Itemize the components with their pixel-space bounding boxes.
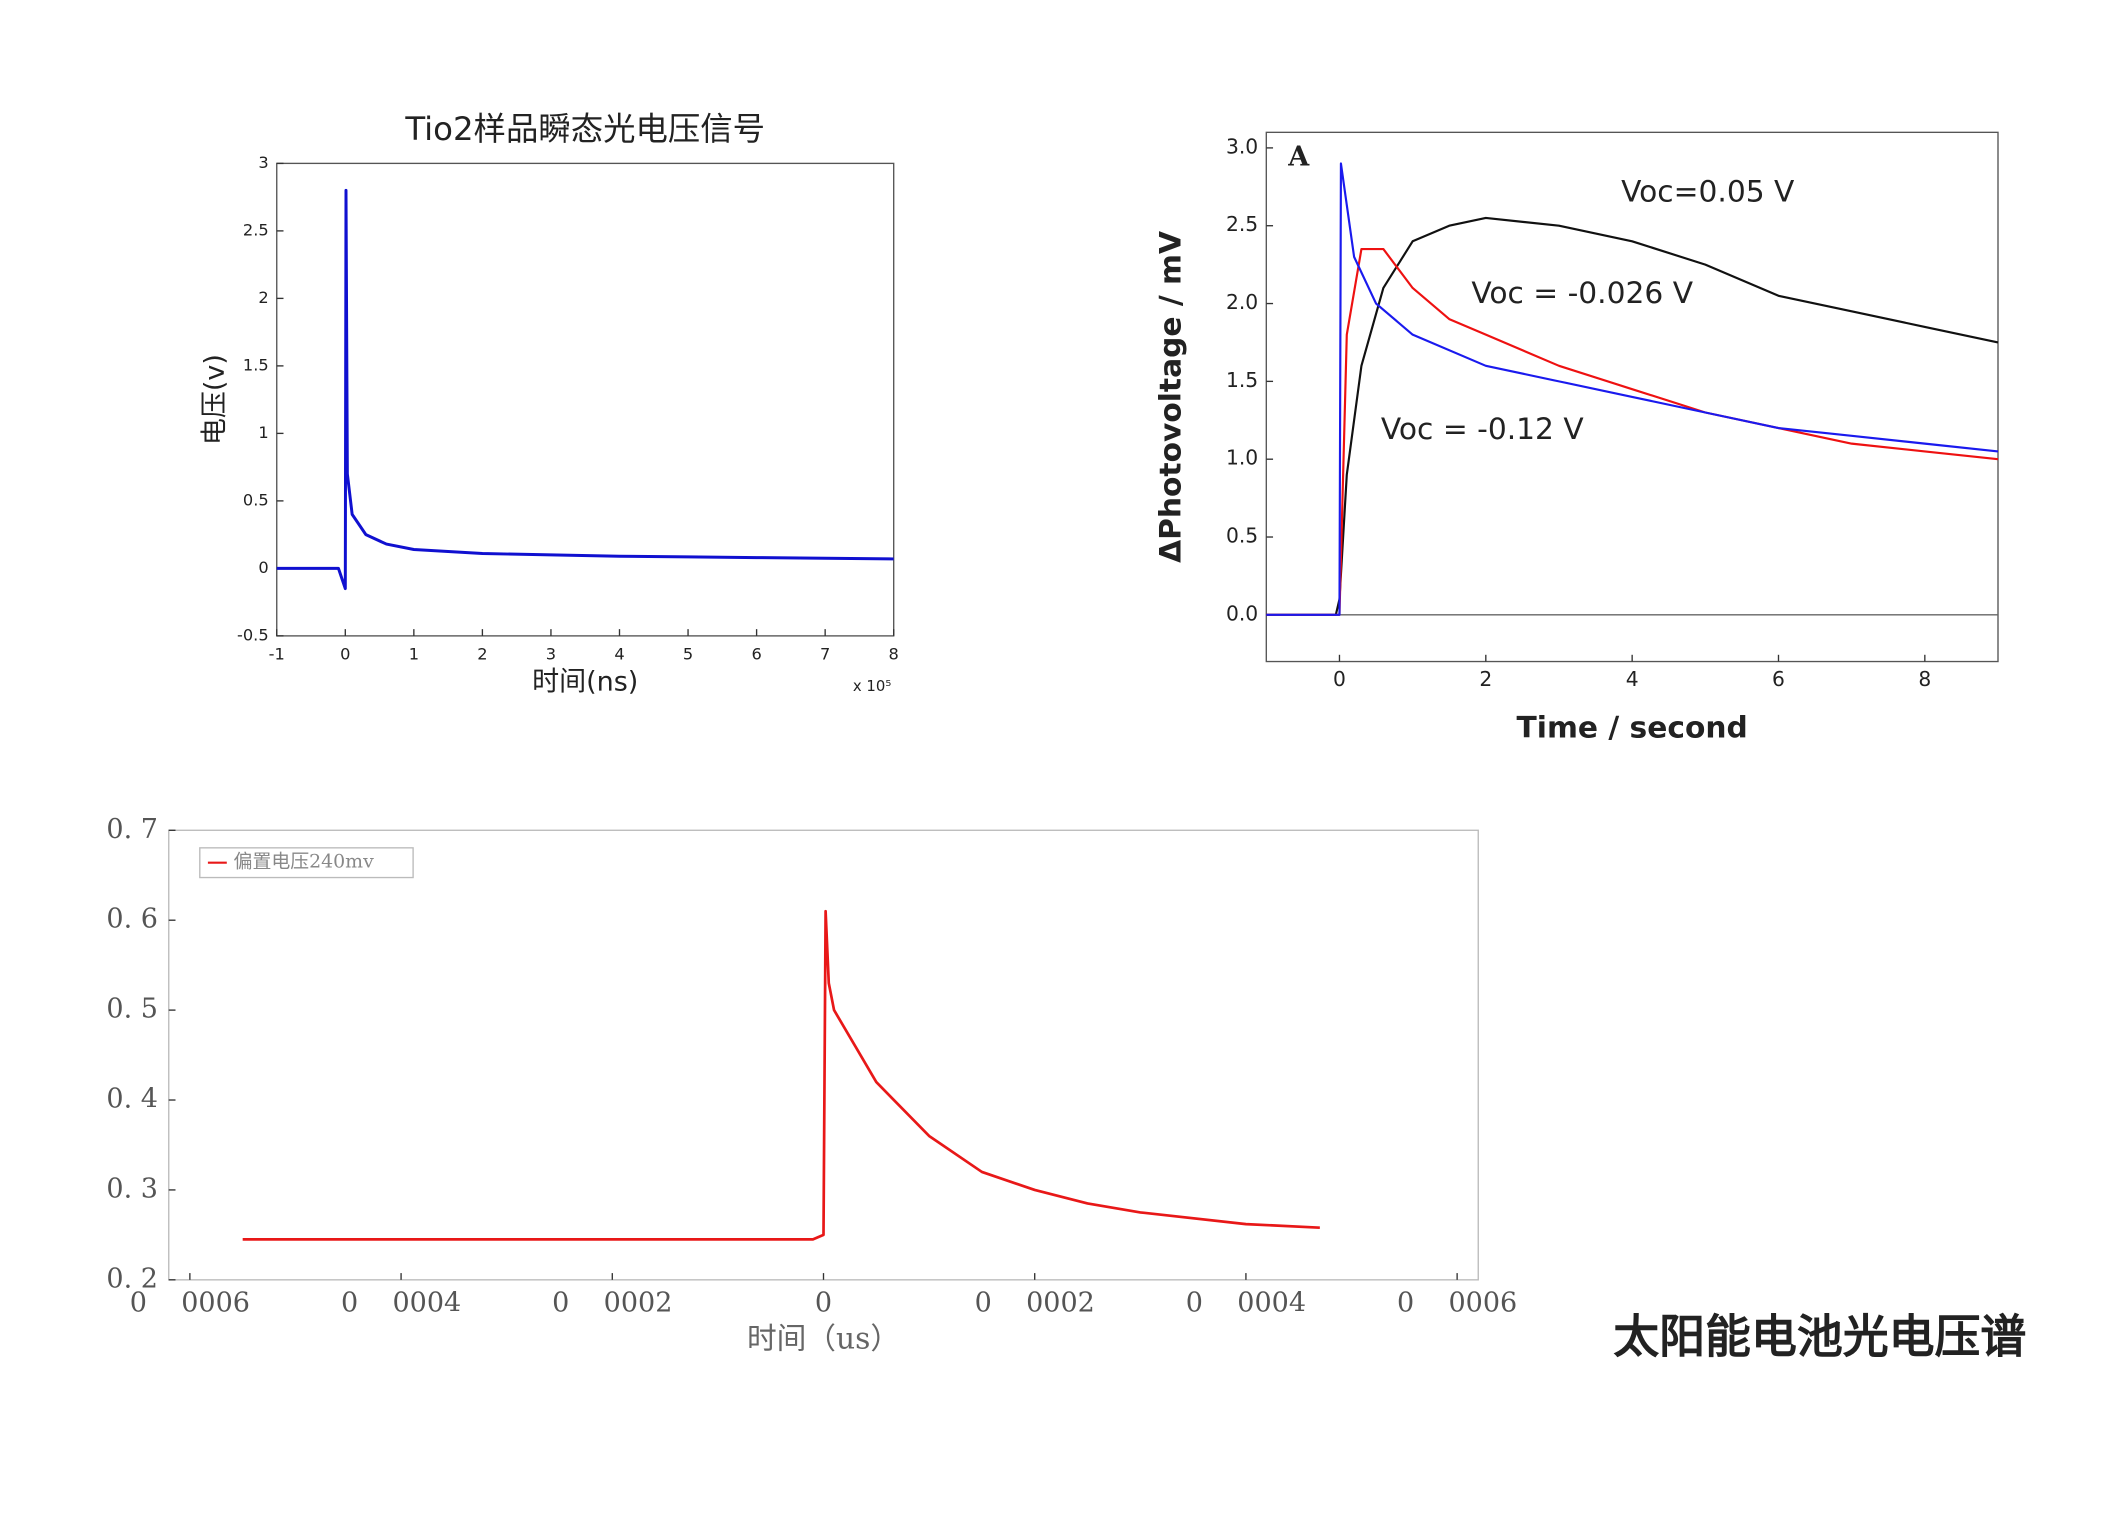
y-tick-label: 0. 7 bbox=[106, 814, 158, 845]
y-tick-label: 1.0 bbox=[1226, 446, 1258, 470]
x-axis-label: Time / second bbox=[1517, 711, 1748, 746]
y-tick-label: 2.0 bbox=[1226, 290, 1258, 314]
x-tick-label: 3 bbox=[546, 644, 556, 663]
x-multiplier: x 10⁵ bbox=[853, 677, 891, 695]
x-tick-label: 0 0004 bbox=[341, 1288, 461, 1319]
panel-label: A bbox=[1287, 141, 1310, 172]
legend-label: 偏置电压240mv bbox=[234, 851, 375, 873]
y-tick-label: 0. 5 bbox=[106, 994, 158, 1025]
series-annotation: Voc=0.05 V bbox=[1621, 175, 1795, 210]
data-line bbox=[276, 188, 894, 591]
y-tick-label: 0.0 bbox=[1226, 601, 1258, 625]
y-tick-label: 0. 6 bbox=[106, 904, 158, 935]
data-line bbox=[1266, 247, 1999, 616]
y-tick-label: 0. 2 bbox=[106, 1263, 158, 1294]
y-tick-label: 0. 3 bbox=[106, 1173, 158, 1204]
y-tick-label: 3.0 bbox=[1226, 134, 1258, 158]
y-tick-label: 0 bbox=[258, 558, 268, 577]
x-tick-label: 4 bbox=[614, 644, 624, 663]
x-tick-label: 8 bbox=[1918, 667, 1931, 691]
y-tick-label: 1 bbox=[258, 423, 268, 442]
x-tick-label: 2 bbox=[477, 644, 487, 663]
x-tick-label: 6 bbox=[1772, 667, 1785, 691]
x-axis-label: 时间(ns) bbox=[532, 667, 638, 698]
x-tick-label: 0 0004 bbox=[1186, 1288, 1306, 1319]
x-axis-label: 时间（us） bbox=[747, 1322, 900, 1357]
y-tick-label: 2.5 bbox=[243, 220, 269, 239]
x-tick-label: 0 bbox=[1333, 667, 1346, 691]
x-tick-label: -1 bbox=[269, 644, 285, 663]
y-tick-label: -0.5 bbox=[237, 625, 269, 644]
x-tick-label: 2 bbox=[1479, 667, 1492, 691]
legend-box bbox=[199, 847, 414, 879]
y-axis-label: 电压(v) bbox=[199, 354, 230, 445]
data-line bbox=[1266, 162, 1999, 616]
x-tick-label: 0 0002 bbox=[552, 1288, 672, 1319]
x-tick-label: 0 0002 bbox=[975, 1288, 1095, 1319]
series-annotation: Voc = -0.026 V bbox=[1471, 276, 1693, 311]
y-tick-label: 1.5 bbox=[1226, 368, 1258, 392]
data-line bbox=[1266, 216, 1999, 616]
x-tick-label: 0 bbox=[815, 1288, 832, 1319]
data-line bbox=[242, 909, 1320, 1241]
y-tick-label: 0.5 bbox=[1226, 524, 1258, 548]
x-tick-label: 0 0006 bbox=[130, 1288, 250, 1319]
y-tick-label: 3 bbox=[258, 153, 268, 172]
x-tick-label: 6 bbox=[751, 644, 761, 663]
y-tick-label: 0.5 bbox=[243, 490, 269, 509]
x-tick-label: 4 bbox=[1626, 667, 1639, 691]
y-axis-label: ΔPhotovoltage / mV bbox=[1153, 231, 1188, 563]
x-tick-label: 0 0006 bbox=[1397, 1288, 1517, 1319]
series-annotation: Voc = -0.12 V bbox=[1381, 412, 1584, 447]
y-tick-label: 0. 4 bbox=[106, 1084, 158, 1115]
x-tick-label: 8 bbox=[889, 644, 899, 663]
y-tick-label: 2 bbox=[258, 288, 268, 307]
x-tick-label: 1 bbox=[409, 644, 419, 663]
x-tick-label: 7 bbox=[820, 644, 830, 663]
plot-frame bbox=[276, 162, 895, 637]
y-tick-label: 2.5 bbox=[1226, 212, 1258, 236]
caption: 太阳能电池光电压谱 bbox=[1613, 1310, 2026, 1364]
y-tick-label: 1.5 bbox=[243, 355, 269, 374]
chart-title: Tio2样品瞬态光电压信号 bbox=[404, 110, 765, 148]
x-tick-label: 5 bbox=[683, 644, 693, 663]
x-tick-label: 0 bbox=[340, 644, 350, 663]
